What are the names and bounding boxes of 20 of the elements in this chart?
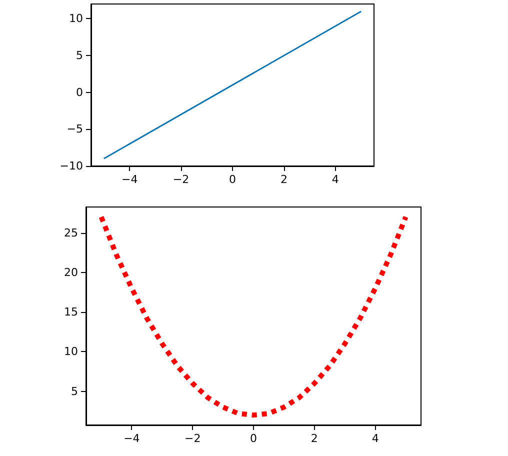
y-tick-label: 20 [64, 266, 78, 279]
x-tick-label: −4 [121, 173, 138, 186]
x-tick-label: 0 [250, 432, 257, 445]
x-tick-label: 2 [310, 432, 318, 445]
y-tick-label: 5 [76, 49, 83, 62]
y-tick-label: 10 [64, 345, 78, 358]
y-tick-label: −5 [66, 122, 83, 136]
y-tick-label: 15 [64, 306, 78, 319]
x-tick-label: 0 [229, 173, 236, 186]
x-tick-label: −4 [124, 432, 140, 445]
y-tick-label: 25 [64, 226, 78, 240]
y-tick-label: 0 [76, 86, 83, 99]
y-tick-label: −10 [60, 160, 83, 172]
x-tick-label: −2 [184, 432, 201, 445]
x-tick-label: 2 [280, 173, 288, 186]
y-tick-label: 10 [69, 12, 83, 26]
x-tick-label: −2 [172, 173, 190, 186]
x-tick-label: 4 [332, 173, 339, 186]
x-tick-label: 4 [372, 432, 379, 445]
y-tick-label: 5 [71, 384, 78, 398]
